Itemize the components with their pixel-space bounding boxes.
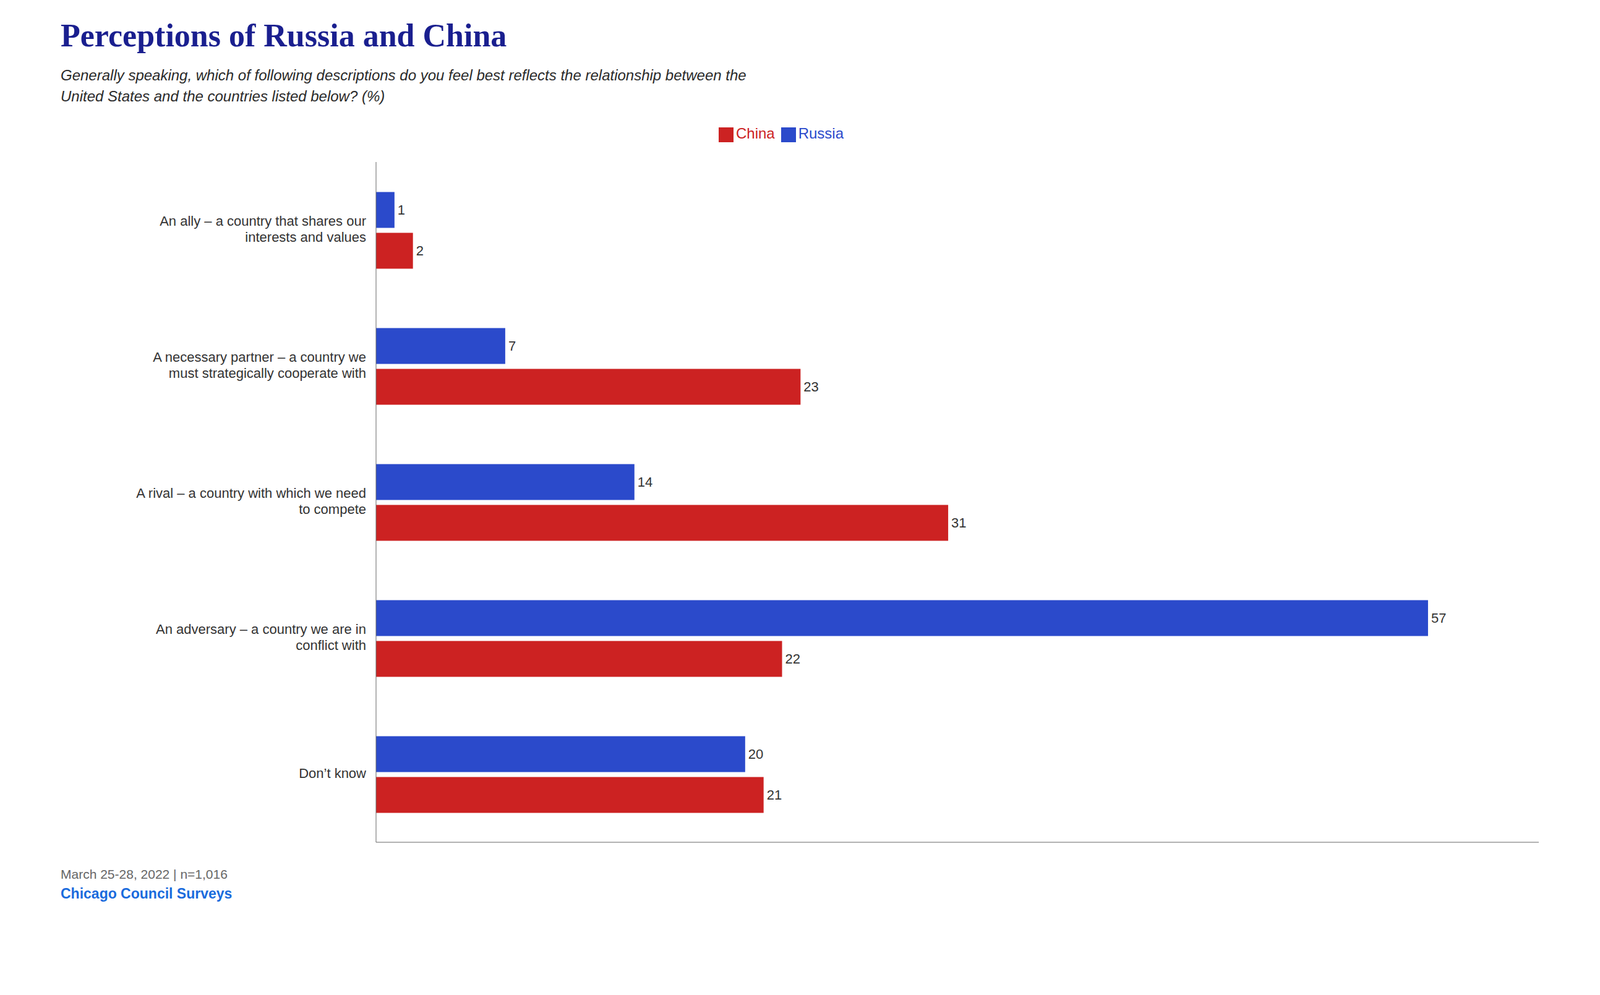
svg-text:14: 14 <box>637 474 653 490</box>
svg-text:31: 31 <box>951 515 967 531</box>
svg-text:An adversary – a country we ar: An adversary – a country we are inconfli… <box>155 621 367 654</box>
svg-text:23: 23 <box>803 379 819 395</box>
html-text:Chicago Council Surveys: Chicago Council Surveys <box>60 885 233 902</box>
html-text:China: China <box>735 125 775 142</box>
html-text:Perceptions of Russia and Chin: Perceptions of Russia and China <box>60 17 507 54</box>
svg-text:57: 57 <box>1431 610 1446 626</box>
svg-text:Don’t know: Don’t know <box>298 765 367 782</box>
html-text:Russia: Russia <box>798 125 844 142</box>
svg-text:21: 21 <box>766 787 782 803</box>
svg-text:An ally – a country that share: An ally – a country that shares ourinter… <box>159 213 367 245</box>
svg-text:1: 1 <box>397 202 406 218</box>
svg-text:22: 22 <box>785 651 801 667</box>
svg-text:7: 7 <box>508 338 516 354</box>
svg-text:20: 20 <box>748 746 764 762</box>
svg-text:2: 2 <box>416 243 424 259</box>
html-text:Generally speaking, which of f: Generally speaking, which of following d… <box>60 66 747 105</box>
svg-text:A necessary partner – a countr: A necessary partner – a country wemust s… <box>152 349 367 381</box>
html-text:March 25-28, 2022 | n=1,016: March 25-28, 2022 | n=1,016 <box>60 867 228 882</box>
svg-text:A rival – a country with which: A rival – a country with which we needto… <box>136 485 367 518</box>
